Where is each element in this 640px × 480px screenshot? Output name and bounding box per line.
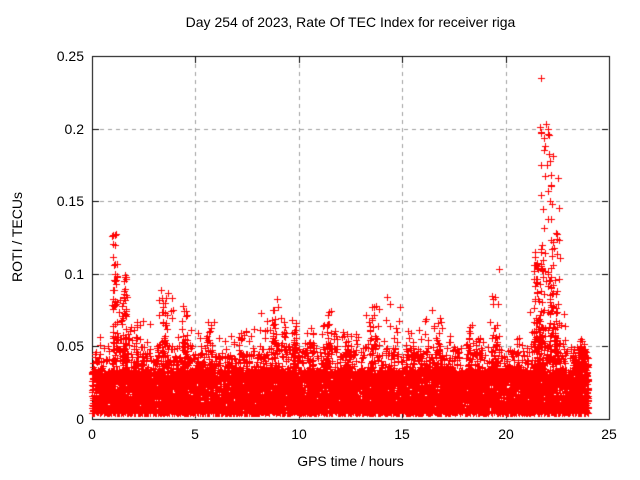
x-tick-label: 0 (88, 426, 96, 442)
x-tick-label: 5 (191, 426, 199, 442)
y-tick-label: 0.2 (64, 121, 84, 137)
x-axis-label: GPS time / hours (297, 453, 404, 469)
x-tick-label: 20 (498, 426, 514, 442)
y-tick-label: 0.1 (64, 266, 84, 282)
chart-title: Day 254 of 2023, Rate Of TEC Index for r… (185, 14, 516, 30)
x-tick-label: 25 (601, 426, 617, 442)
x-tick-label: 10 (291, 426, 307, 442)
y-tick-label: 0.05 (56, 338, 84, 354)
y-tick-label: 0.25 (56, 48, 84, 64)
y-tick-label: 0.15 (56, 193, 84, 209)
y-tick-label: 0 (76, 411, 84, 427)
x-tick-label: 15 (394, 426, 410, 442)
